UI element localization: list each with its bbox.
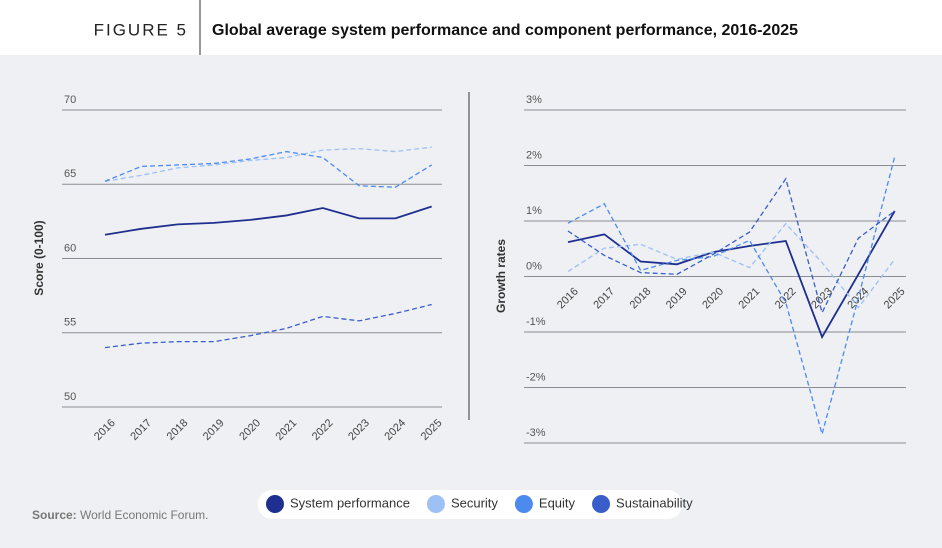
legend-swatch xyxy=(426,495,445,513)
y-tick-label: 3% xyxy=(526,94,542,106)
y-axis-label: Growth rates xyxy=(494,239,508,313)
source-text: World Economic Forum. xyxy=(80,508,208,522)
series-line xyxy=(104,150,433,188)
figure-label: FIGURE 5 xyxy=(94,20,188,39)
legend: System performance Security Equity Sustaina… xyxy=(266,495,693,513)
source-label: Source: xyxy=(32,508,77,522)
y-tick-label: 65 xyxy=(64,168,76,180)
y-tick-label: 55 xyxy=(64,317,76,329)
y-tick-label: 70 xyxy=(64,94,76,106)
series-line xyxy=(104,303,432,349)
legend-box xyxy=(258,490,682,519)
series-line xyxy=(567,177,896,315)
legend-label: Sustainability xyxy=(616,495,693,510)
header-band xyxy=(0,0,942,55)
series-line xyxy=(104,146,432,182)
chart-title: Global average system performance and co… xyxy=(212,22,798,39)
y-tick-label: 0% xyxy=(526,260,542,272)
series-line xyxy=(567,156,896,437)
legend-label: Equity xyxy=(539,495,576,510)
y-tick-label: 1% xyxy=(526,205,542,217)
y-tick-label: -1% xyxy=(526,316,546,328)
legend-swatch xyxy=(592,495,611,513)
series-line xyxy=(104,205,432,236)
y-tick-label: 2% xyxy=(526,149,542,161)
y-tick-label: -3% xyxy=(526,427,546,439)
legend-label: System performance xyxy=(290,495,410,510)
y-axis-label: Score (0-100) xyxy=(32,220,46,295)
y-tick-label: -2% xyxy=(526,371,546,383)
y-tick-label: 60 xyxy=(64,242,76,254)
legend-swatch xyxy=(514,495,533,513)
legend-label: Security xyxy=(451,495,498,510)
legend-swatch xyxy=(266,495,284,513)
y-tick-label: 50 xyxy=(64,391,76,403)
